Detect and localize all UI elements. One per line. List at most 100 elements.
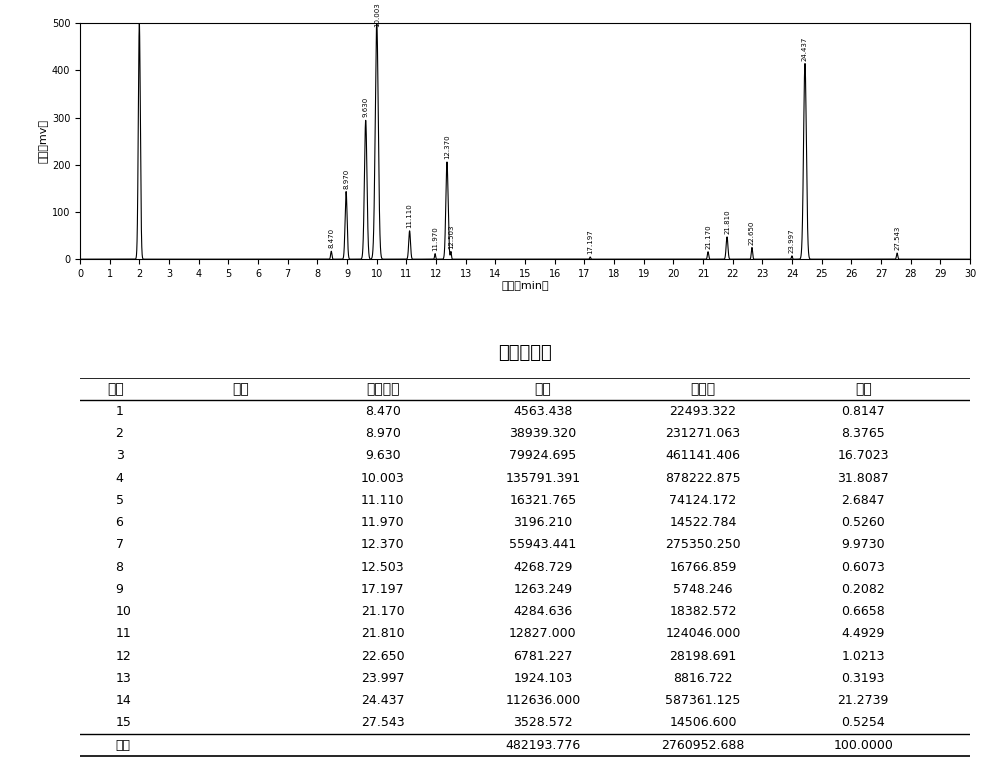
- Text: 31.8087: 31.8087: [837, 471, 889, 484]
- Text: 5748.246: 5748.246: [673, 583, 733, 596]
- Text: 10: 10: [116, 605, 131, 618]
- Text: 9: 9: [116, 583, 123, 596]
- Text: 含量: 含量: [855, 382, 872, 396]
- Text: 5: 5: [116, 494, 124, 507]
- Text: 峰名: 峰名: [232, 382, 249, 396]
- Text: 10.003: 10.003: [361, 471, 404, 484]
- Text: 135791.391: 135791.391: [505, 471, 580, 484]
- Text: 21.810: 21.810: [724, 209, 730, 234]
- Text: 27.543: 27.543: [894, 226, 900, 250]
- Text: 16.7023: 16.7023: [837, 449, 889, 463]
- Text: 6781.227: 6781.227: [513, 649, 573, 663]
- Text: 4284.636: 4284.636: [513, 605, 572, 618]
- Text: 1: 1: [116, 405, 123, 418]
- Text: 79924.695: 79924.695: [509, 449, 576, 463]
- Text: 2: 2: [116, 427, 123, 440]
- Text: 12: 12: [116, 649, 131, 663]
- Text: 1.0213: 1.0213: [841, 649, 885, 663]
- Text: 21.2739: 21.2739: [838, 694, 889, 707]
- Text: 231271.063: 231271.063: [665, 427, 741, 440]
- Y-axis label: 电压（mv）: 电压（mv）: [39, 119, 49, 164]
- Text: 23.997: 23.997: [789, 229, 795, 253]
- Text: 8.3765: 8.3765: [841, 427, 885, 440]
- Text: 24.437: 24.437: [361, 694, 404, 707]
- Text: 878222.875: 878222.875: [665, 471, 741, 484]
- Text: 112636.000: 112636.000: [505, 694, 580, 707]
- Text: 峰号: 峰号: [107, 382, 124, 396]
- Text: 11.110: 11.110: [407, 203, 413, 228]
- Text: 0.6073: 0.6073: [841, 560, 885, 574]
- Text: 3: 3: [116, 449, 123, 463]
- Text: 8.970: 8.970: [365, 427, 401, 440]
- Text: 10.003: 10.003: [374, 2, 380, 27]
- Text: 24.437: 24.437: [802, 36, 808, 60]
- Text: 分析结果表: 分析结果表: [498, 344, 552, 363]
- Text: 12.503: 12.503: [361, 560, 404, 574]
- Text: 3528.572: 3528.572: [513, 716, 573, 729]
- Text: 2.6847: 2.6847: [841, 494, 885, 507]
- Text: 482193.776: 482193.776: [505, 739, 580, 752]
- X-axis label: 时间（min）: 时间（min）: [501, 281, 549, 291]
- Text: 14506.600: 14506.600: [669, 716, 737, 729]
- Text: 12.370: 12.370: [444, 135, 450, 159]
- Text: 0.3193: 0.3193: [841, 672, 885, 685]
- Text: 4563.438: 4563.438: [513, 405, 572, 418]
- Text: 22.650: 22.650: [749, 220, 755, 245]
- Text: 14: 14: [116, 694, 131, 707]
- Text: 23.997: 23.997: [361, 672, 404, 685]
- Text: 8816.722: 8816.722: [673, 672, 733, 685]
- Text: 21.810: 21.810: [361, 627, 404, 640]
- Text: 14522.784: 14522.784: [669, 516, 737, 529]
- Text: 总计: 总计: [116, 739, 131, 752]
- Text: 275350.250: 275350.250: [665, 539, 741, 551]
- Text: 保留时间: 保留时间: [366, 382, 399, 396]
- Text: 4.4929: 4.4929: [842, 627, 885, 640]
- Text: 17.197: 17.197: [587, 229, 593, 254]
- Text: 3196.210: 3196.210: [513, 516, 572, 529]
- Text: 11.970: 11.970: [432, 226, 438, 251]
- Text: 0.8147: 0.8147: [841, 405, 885, 418]
- Text: 2760952.688: 2760952.688: [661, 739, 745, 752]
- Text: 16766.859: 16766.859: [669, 560, 737, 574]
- Text: 28198.691: 28198.691: [669, 649, 737, 663]
- Text: 587361.125: 587361.125: [665, 694, 741, 707]
- Text: 13: 13: [116, 672, 131, 685]
- Text: 12827.000: 12827.000: [509, 627, 577, 640]
- Text: 27.543: 27.543: [361, 716, 404, 729]
- Text: 15: 15: [116, 716, 131, 729]
- Text: 1263.249: 1263.249: [513, 583, 572, 596]
- Text: 0.5260: 0.5260: [841, 516, 885, 529]
- Text: 峰高: 峰高: [534, 382, 551, 396]
- Text: 11: 11: [116, 627, 131, 640]
- Text: 12.370: 12.370: [361, 539, 404, 551]
- Text: 18382.572: 18382.572: [669, 605, 737, 618]
- Text: 22493.322: 22493.322: [670, 405, 736, 418]
- Text: 22.650: 22.650: [361, 649, 404, 663]
- Text: 12.503: 12.503: [448, 225, 454, 249]
- Text: 38939.320: 38939.320: [509, 427, 576, 440]
- Text: 55943.441: 55943.441: [509, 539, 576, 551]
- Text: 6: 6: [116, 516, 123, 529]
- Text: 4: 4: [116, 471, 123, 484]
- Text: 4268.729: 4268.729: [513, 560, 572, 574]
- Text: 1924.103: 1924.103: [513, 672, 572, 685]
- Text: 0.6658: 0.6658: [841, 605, 885, 618]
- Text: 峰面积: 峰面积: [690, 382, 716, 396]
- Text: 16321.765: 16321.765: [509, 494, 576, 507]
- Text: 11.110: 11.110: [361, 494, 404, 507]
- Text: 0.2082: 0.2082: [841, 583, 885, 596]
- Text: 9.9730: 9.9730: [841, 539, 885, 551]
- Text: 21.170: 21.170: [705, 224, 711, 249]
- Text: 100.0000: 100.0000: [833, 739, 893, 752]
- Text: 9.630: 9.630: [365, 449, 400, 463]
- Text: 8: 8: [116, 560, 124, 574]
- Text: 461141.406: 461141.406: [666, 449, 740, 463]
- Text: 9.630: 9.630: [363, 97, 369, 118]
- Text: 17.197: 17.197: [361, 583, 404, 596]
- Text: 7: 7: [116, 539, 124, 551]
- Text: 74124.172: 74124.172: [669, 494, 737, 507]
- Text: 8.470: 8.470: [365, 405, 401, 418]
- Text: 11.970: 11.970: [361, 516, 404, 529]
- Text: 8.970: 8.970: [343, 168, 349, 188]
- Text: 8.470: 8.470: [328, 229, 334, 249]
